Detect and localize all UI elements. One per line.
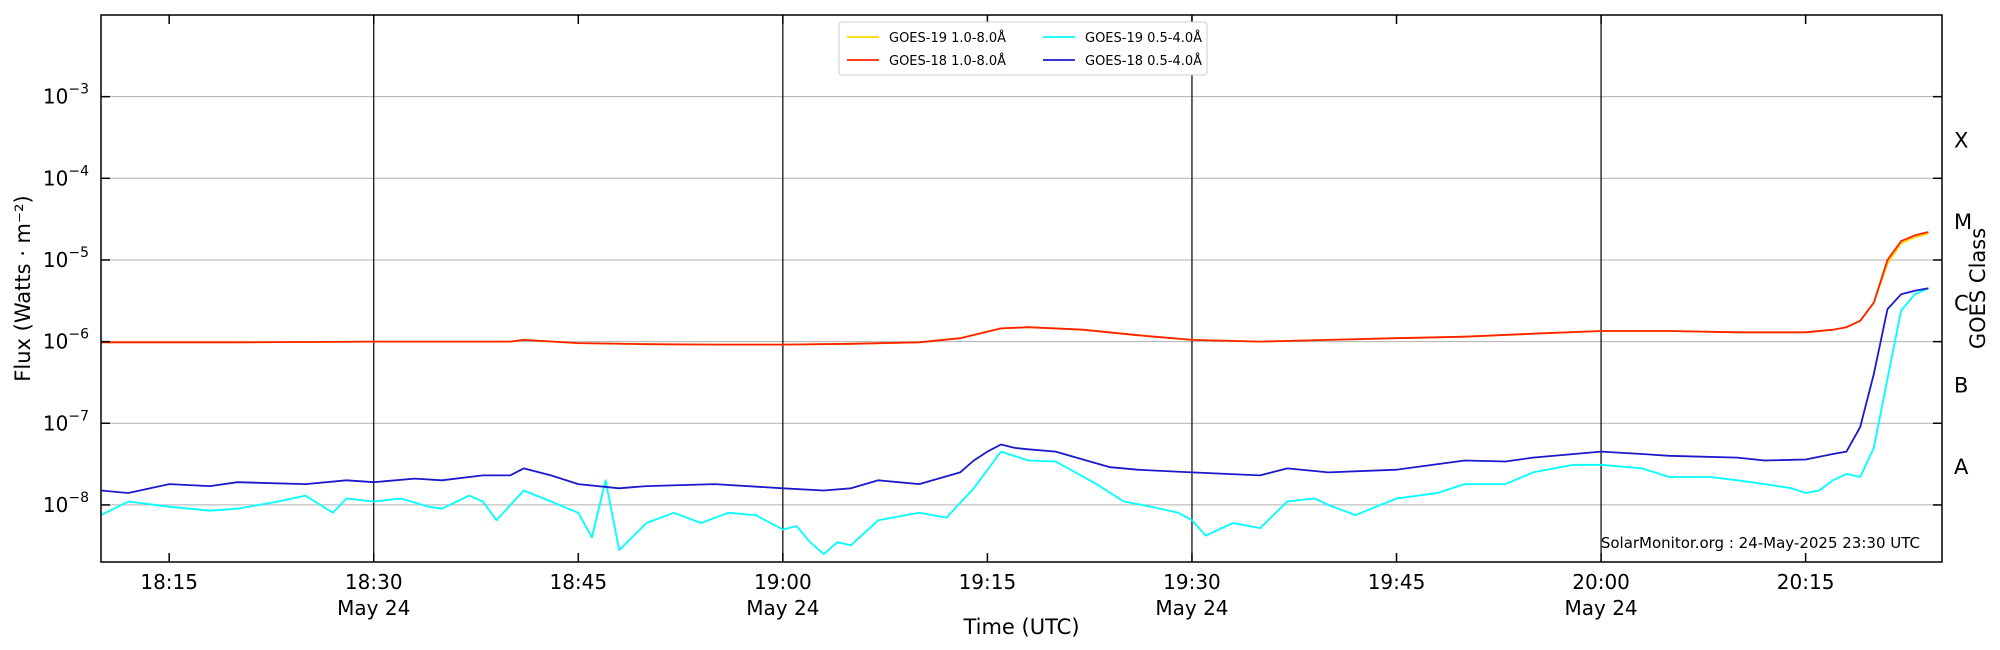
x-tick-label: 19:30 [1163,570,1221,594]
legend-entry-label: GOES-18 1.0-8.0Å [889,53,1006,69]
series-line-3 [100,287,1929,494]
plot-frame [100,14,1943,563]
goes-class-label: A [1954,455,1969,479]
y-tick-label: 10−4 [43,163,89,190]
goes-class-label: X [1954,128,1968,152]
legend-entry-label: GOES-18 0.5-4.0Å [1085,53,1202,69]
x-tick-label: 18:30 [345,570,403,594]
goes-class-layer: A B C M X [1954,128,1972,479]
goes-class-label: B [1954,373,1968,397]
x-axis-title: Time (UTC) [962,615,1079,639]
goes-class-axis-title: GOES Class [1966,228,1990,349]
y-tick-label: 10−7 [43,408,89,435]
series-line-1 [101,231,1929,346]
x-tick-date-label: May 24 [1564,596,1637,620]
x-tick-date-label: May 24 [337,596,410,620]
y-tick-label: 10−5 [43,245,89,272]
x-tick-label: 18:15 [140,570,198,594]
legend-entry-label: GOES-19 1.0-8.0Å [889,30,1006,46]
x-tick-label: 19:45 [1368,570,1426,594]
credit-annotation: SolarMonitor.org : 24-May-2025 23:30 UTC [1601,534,1920,552]
x-tick-date-label: May 24 [746,596,819,620]
legend-box [838,21,1208,76]
y-tick-label: 10−8 [43,490,89,517]
y-axis-title: Flux (Watts · m⁻²) [11,195,35,381]
y-tick-label: 10−6 [43,327,89,354]
x-tick-label: 20:15 [1777,570,1835,594]
series-line-2 [100,287,1929,555]
x-tick-label: 20:00 [1572,570,1630,594]
goes-class-label: C [1954,292,1969,316]
goes-class-label: M [1954,210,1972,234]
x-tick-label: 19:00 [754,570,812,594]
legend-entry-label: GOES-19 0.5-4.0Å [1085,30,1202,46]
x-tick-date-label: May 24 [1155,596,1228,620]
x-tick-label: 18:45 [549,570,607,594]
series-layer [100,231,1929,555]
legend: GOES-19 1.0-8.0Å GOES-19 0.5-4.0Å GOES-18 … [838,21,1208,76]
y-tick-label: 10−3 [43,82,89,109]
x-tick-label: 19:15 [959,570,1017,594]
